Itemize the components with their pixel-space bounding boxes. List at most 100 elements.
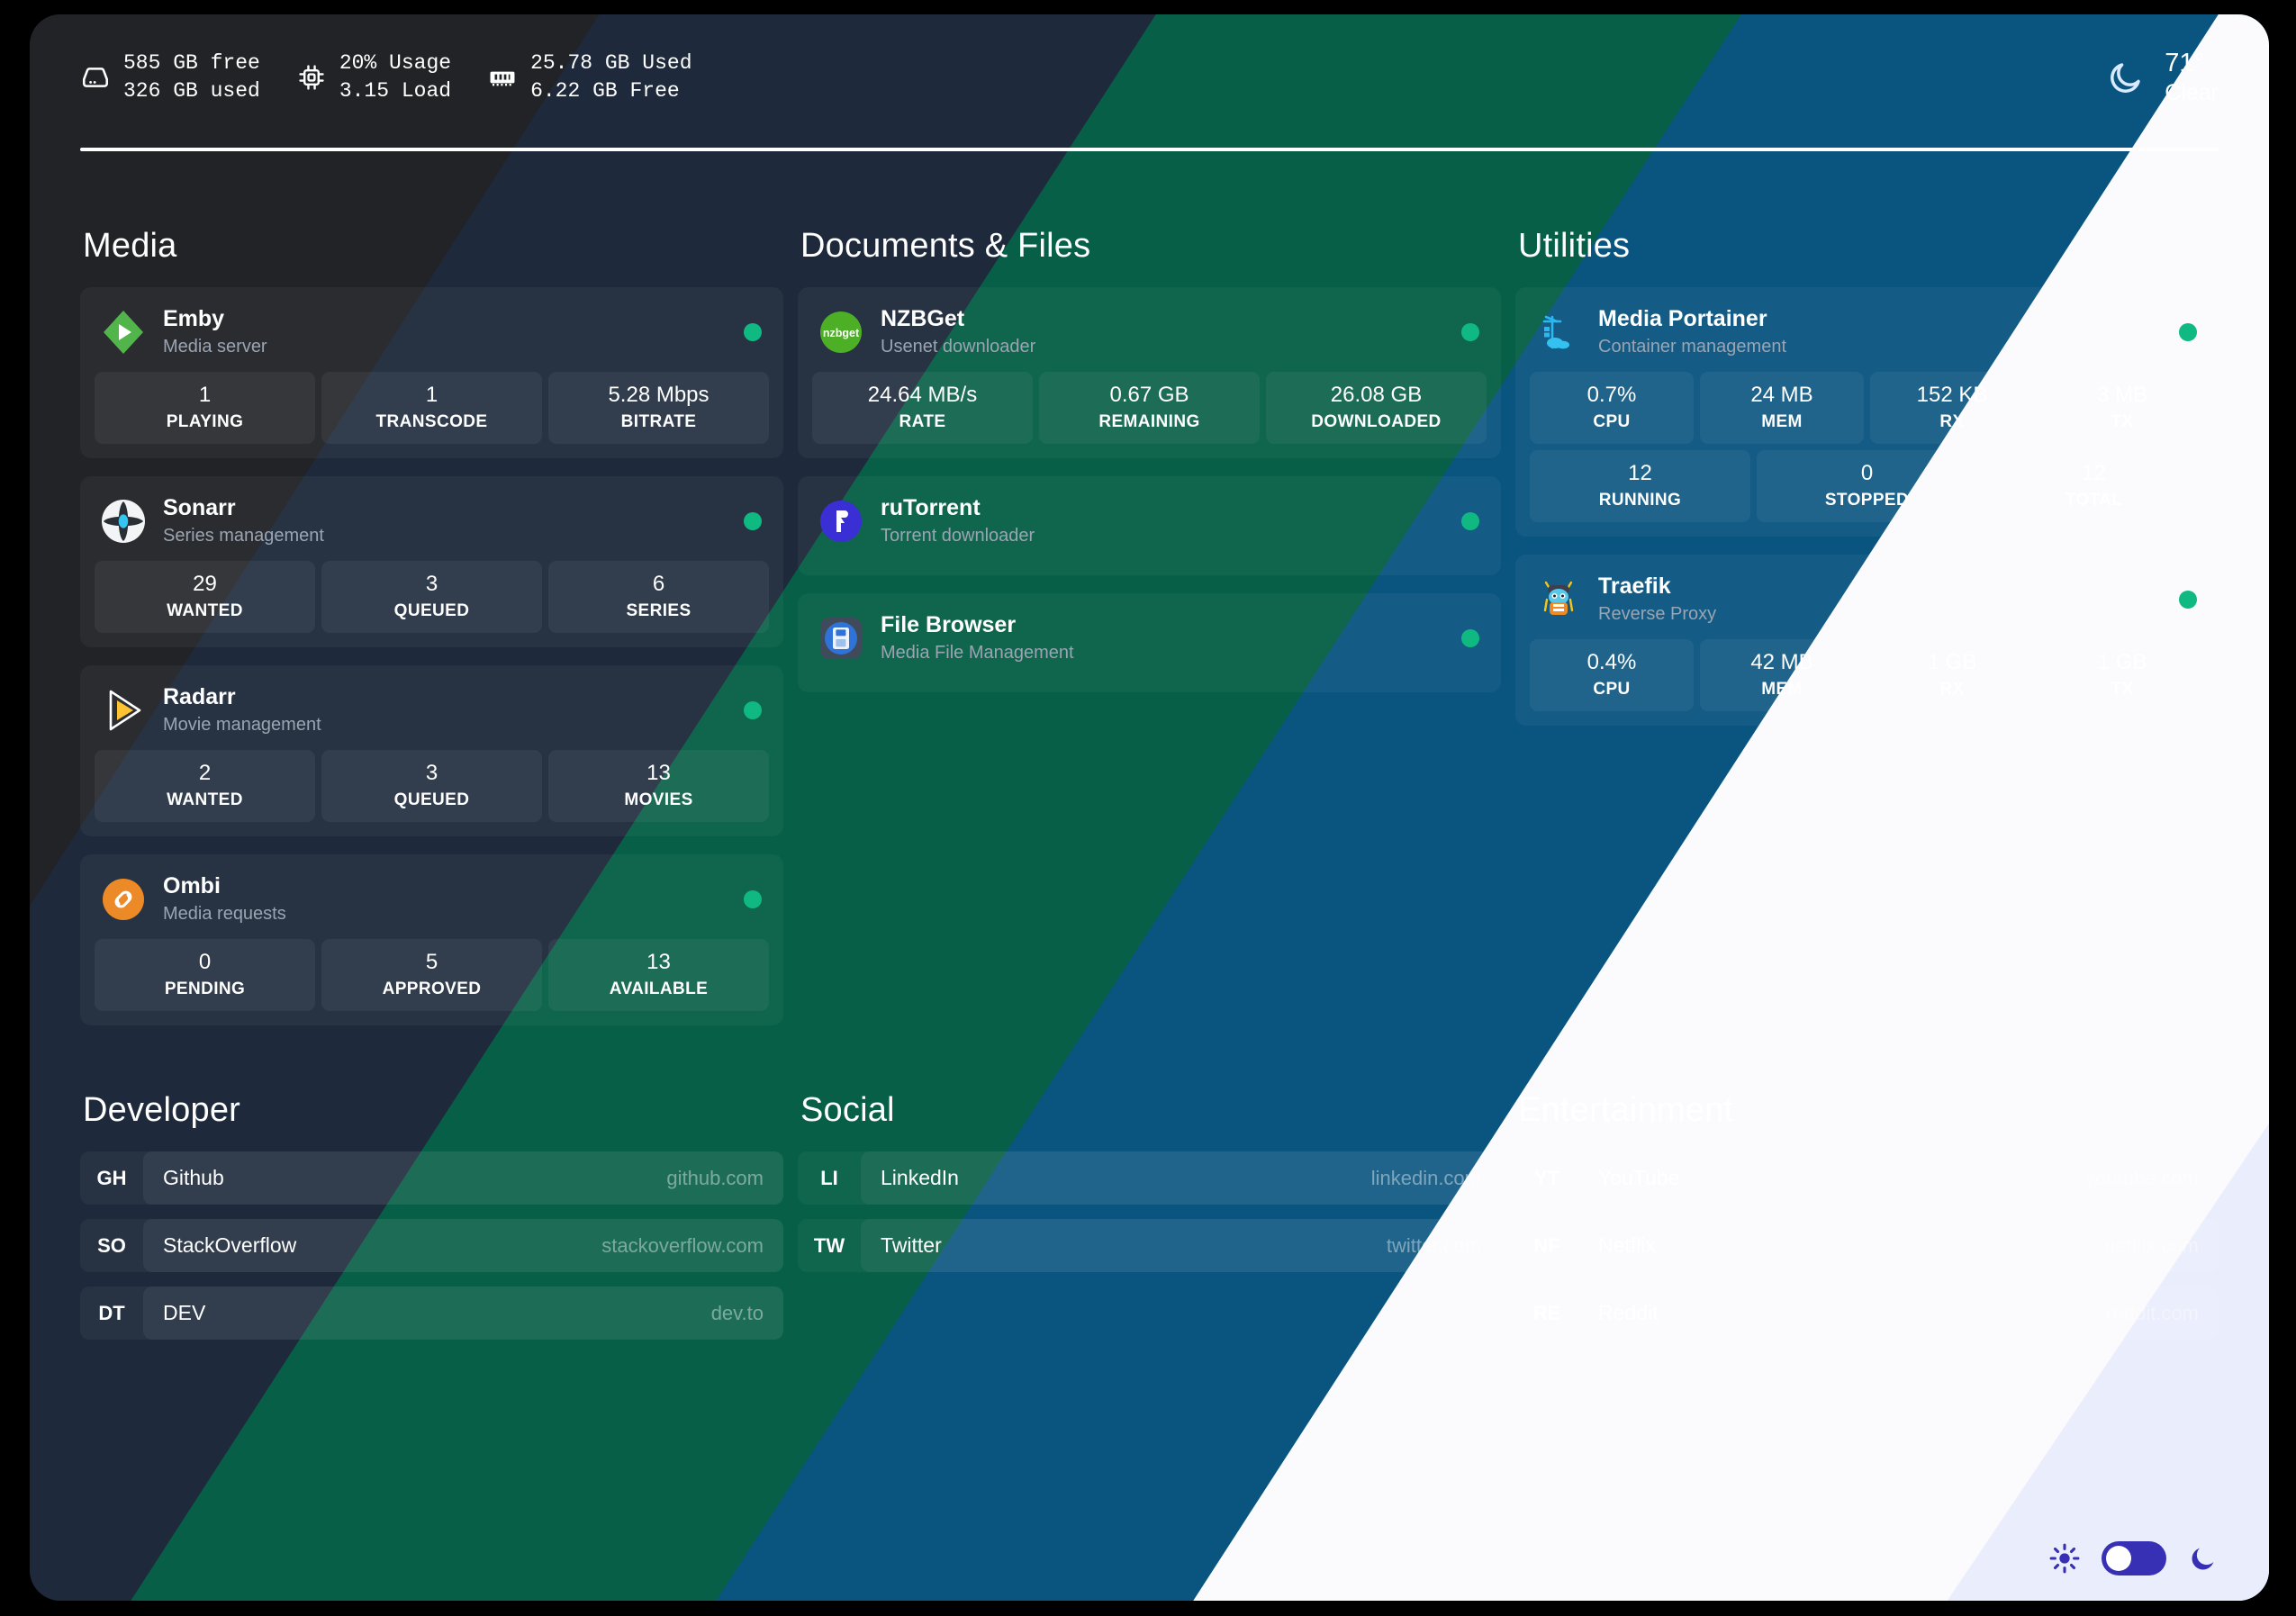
service-stat-pending: 0 PENDING [95,939,315,1011]
service-stat-label: SERIES [626,601,692,620]
service-stat-label: RX [1939,680,1965,699]
rutorrent-logo [818,498,864,545]
system-stat-text: 25.78 GB Used 6.22 GB Free [530,50,692,105]
service-stat-value: 42 MB [1750,650,1813,674]
service-stat-playing: 1 PLAYING [95,372,315,444]
system-stat-text: 585 GB free 326 GB used [123,50,260,105]
radarr-logo [100,687,147,734]
service-meta: File Browser Media File Management [881,611,1074,665]
system-stat-disk: 585 GB free 326 GB used [80,50,260,105]
service-stat-total: 12 TOTAL [1984,450,2204,522]
service-name: Radarr [163,684,236,709]
weather-widget[interactable]: 71° Clear [2107,49,2219,105]
service-card[interactable]: Ombi Media requests 0 PENDING 5 APPROVED 13 AVA… [80,854,783,1025]
service-stat-value: 29 [193,572,217,596]
service-card[interactable]: ruTorrent Torrent downloader [798,476,1501,575]
service-stat-label: TX [2111,680,2134,699]
service-stat-value: 13 [646,950,671,974]
service-stat-label: DOWNLOADED [1311,412,1442,431]
service-stat-value: 5 [425,950,438,974]
sun-icon[interactable] [2049,1543,2080,1574]
service-description: Series management [163,526,324,546]
weather-temperature: 71° [2165,49,2205,78]
status-indicator [744,512,762,530]
service-stat-label: CPU [1593,412,1631,431]
memory-icon [487,62,518,93]
bookmark-name: Github [163,1166,224,1189]
service-meta: Radarr Movie management [163,683,321,737]
header-bar: 585 GB free 326 GB used 20% Usage 3.15 Load… [30,14,2269,140]
service-description: Reverse Proxy [1598,604,1717,624]
bookmark-abbr: DT [98,1301,125,1324]
status-indicator [2179,591,2197,609]
service-stat-series: 6 SERIES [548,561,769,633]
service-stat-queued: 3 QUEUED [321,750,542,822]
bookmark-name: DEV [163,1301,206,1324]
theme-toggle[interactable] [2049,1541,2219,1575]
group-title: Documents & Files [800,227,1091,265]
service-stat-value: 3 MB [2096,383,2147,407]
service-stat-label: APPROVED [382,980,482,998]
bookmark-host: github.com [666,1166,764,1189]
service-stat-rate: 24.64 MB/s RATE [812,372,1033,444]
service-stat-label: CPU [1593,680,1631,699]
service-stat-value: 13 [646,761,671,785]
bookmark-abbr: SO [97,1233,126,1257]
service-stat-row: 0 PENDING 5 APPROVED 13 AVAILABLE [95,939,769,1011]
bookmark-item[interactable]: GH Github github.com [80,1151,783,1205]
bookmark-abbr: NF [1533,1233,1560,1257]
portainer-logo [1535,309,1582,356]
service-stat-value: 1 [198,383,212,407]
service-card[interactable]: Media Portainer Container management 0.7% C… [1515,287,2219,537]
bookmark-body: LinkedIn linkedin.com [861,1151,1501,1205]
theme-switch[interactable] [2102,1541,2166,1575]
service-stat-label: AVAILABLE [609,980,709,998]
service-stat-label: PENDING [164,980,246,998]
bookmark-host: stackoverflow.com [601,1233,764,1257]
system-stat-memory: 25.78 GB Used 6.22 GB Free [487,50,692,105]
service-card[interactable]: nzbget NZBGet Usenet downloader 24.64 MB/s R… [798,287,1501,458]
bookmark-item[interactable]: TW Twitter twitter.com [798,1219,1501,1272]
service-stat-label: WANTED [167,601,243,620]
ombi-logo [100,876,147,923]
filebrowser-logo [818,615,864,662]
service-stat-label: MEM [1761,680,1803,699]
emby-logo [100,309,147,356]
service-groups: Media Emby Media server 1 PLAYING 1 TRANSCODE 5… [80,227,2219,1043]
service-description: Media File Management [881,643,1074,663]
header-divider [80,148,2219,151]
bookmark-abbr: RE [1532,1301,1561,1324]
bookmark-item[interactable]: SO StackOverflow stackoverflow.com [80,1219,783,1272]
bookmark-host: linkedin.com [1370,1166,1481,1189]
group-title: Utilities [1518,227,1631,265]
service-stat-movies: 13 MOVIES [548,750,769,822]
bookmark-item[interactable]: NF Netflix netflix.com [1515,1219,2219,1272]
service-card[interactable]: Emby Media server 1 PLAYING 1 TRANSCODE 5.28 M… [80,287,783,458]
sonarr-logo [100,498,147,545]
service-meta: Emby Media server [163,305,267,359]
service-stat-value: 5.28 Mbps [608,383,710,407]
service-card-header: Emby Media server [95,300,769,372]
bookmark-body: Twitter twitter.com [861,1219,1501,1272]
service-card[interactable]: Sonarr Series management 29 WANTED 3 QUEUED 6 S… [80,476,783,647]
service-stat-value: 1 GB [2097,650,2147,674]
bookmark-group-title: Social [800,1091,895,1129]
moon-icon[interactable] [2188,1543,2219,1574]
bookmark-item[interactable]: LI LinkedIn linkedin.com [798,1151,1501,1205]
service-stat-label: RUNNING [1598,491,1682,510]
bookmark-item[interactable]: YT YouTube youtube.com [1515,1151,2219,1205]
service-card[interactable]: File Browser Media File Management [798,593,1501,692]
service-card-header: Traefik Reverse Proxy [1530,567,2204,639]
bookmark-name: Netflix [1598,1233,1656,1257]
service-stat-label: WANTED [167,790,243,809]
bookmark-item[interactable]: DT DEV dev.to [80,1286,783,1340]
service-stat-label: MEM [1761,412,1803,431]
service-card[interactable]: Traefik Reverse Proxy 0.4% CPU 42 MB MEM 1 GB R… [1515,555,2219,726]
service-card[interactable]: Radarr Movie management 2 WANTED 3 QUEUED 13 MO… [80,665,783,836]
bookmark-name: YouTube [1598,1166,1680,1189]
service-stat-rx: 152 KB RX [1870,372,2034,444]
service-stat-queued: 3 QUEUED [321,561,542,633]
bookmark-host: netflix.com [2103,1233,2199,1257]
system-stats: 585 GB free 326 GB used 20% Usage 3.15 Load… [80,50,692,105]
bookmark-item[interactable]: RE Reddit reddit.com [1515,1286,2219,1340]
